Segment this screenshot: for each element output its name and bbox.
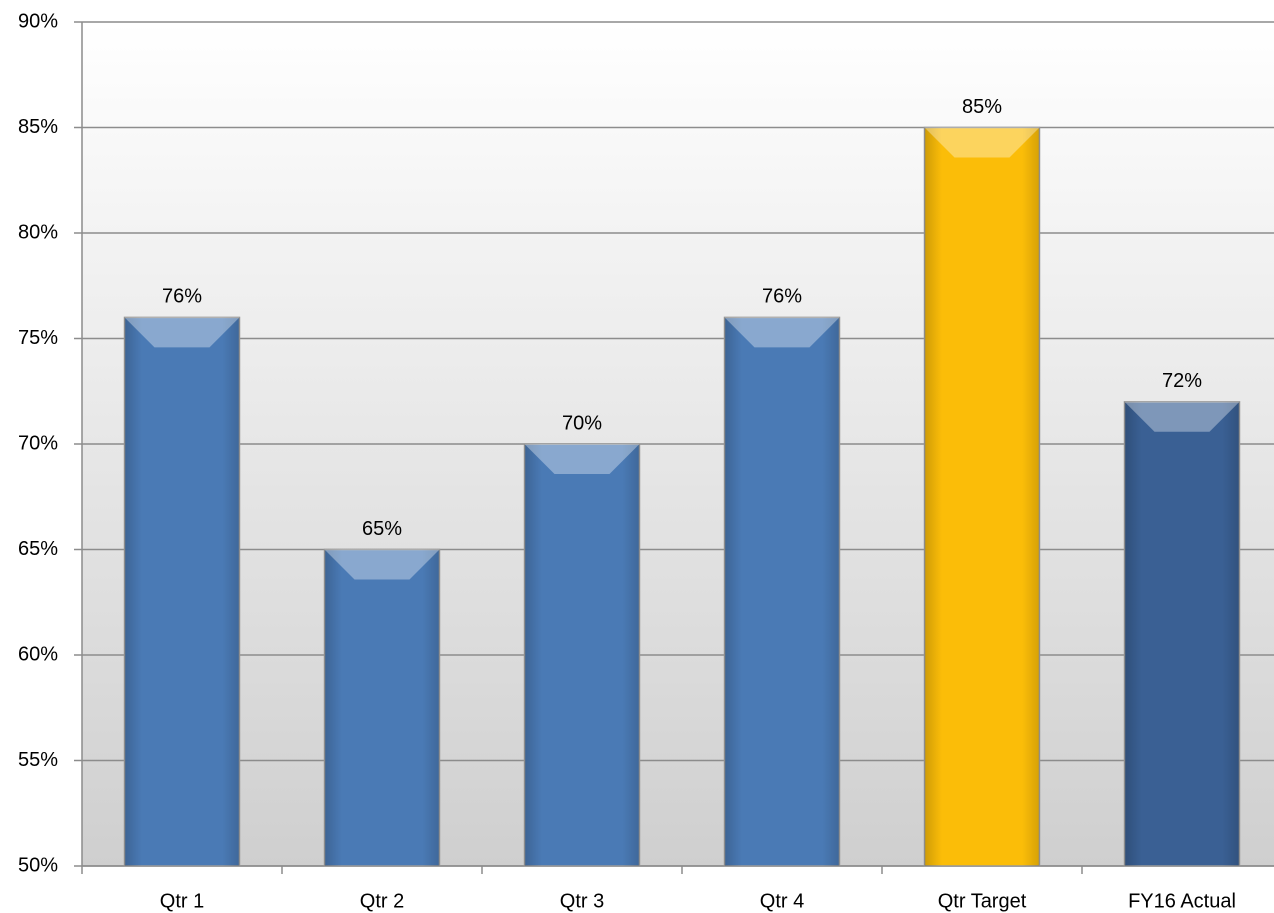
bar-bevel xyxy=(524,444,640,474)
bar-bevel xyxy=(124,317,240,348)
data-label: 76% xyxy=(162,286,202,308)
y-tick-label: 55% xyxy=(18,749,58,771)
y-tick-label: 80% xyxy=(18,221,58,243)
x-tick-label: Qtr Target xyxy=(938,890,1027,912)
bar-shade xyxy=(1124,401,1240,866)
bar-bevel xyxy=(324,549,440,580)
x-tick-label: Qtr 4 xyxy=(760,890,804,912)
y-tick-label: 85% xyxy=(18,116,58,138)
bar-bevel xyxy=(1124,401,1240,432)
bar-shade xyxy=(724,317,840,866)
x-tick-label: Qtr 1 xyxy=(160,890,204,912)
x-tick-label: Qtr 2 xyxy=(360,890,404,912)
bar-bevel xyxy=(724,317,840,348)
data-label: 65% xyxy=(362,518,402,540)
bar-bevel xyxy=(924,127,1040,158)
y-tick-label: 70% xyxy=(18,432,58,454)
y-tick-label: 50% xyxy=(18,854,58,876)
x-tick-label: FY16 Actual xyxy=(1128,890,1236,912)
y-tick-label: 90% xyxy=(18,10,58,32)
data-label: 72% xyxy=(1162,370,1202,392)
y-tick-label: 75% xyxy=(18,327,58,349)
bar-shade xyxy=(324,549,440,866)
x-tick-label: Qtr 3 xyxy=(560,890,604,912)
y-tick-label: 60% xyxy=(18,643,58,665)
data-label: 85% xyxy=(962,96,1002,118)
bar-shade xyxy=(524,444,640,866)
bar-shade xyxy=(124,317,240,866)
data-label: 76% xyxy=(762,286,802,308)
y-tick-label: 65% xyxy=(18,538,58,560)
data-label: 70% xyxy=(562,412,602,434)
bar-shade xyxy=(924,127,1040,866)
